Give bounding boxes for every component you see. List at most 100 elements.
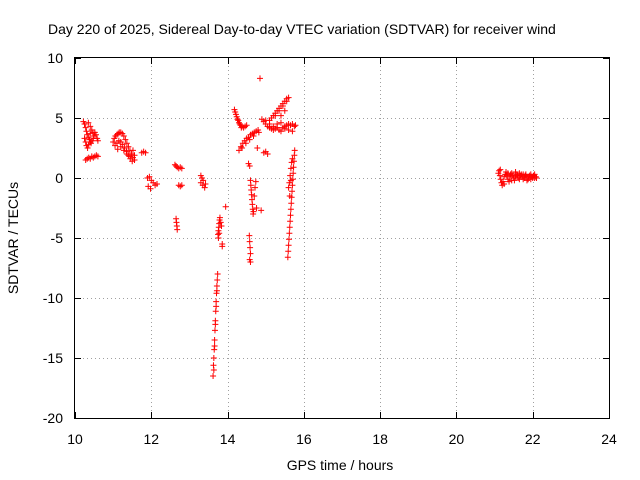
data-point xyxy=(258,207,265,214)
data-point xyxy=(114,146,121,153)
data-point xyxy=(87,123,94,130)
data-point xyxy=(222,203,229,210)
data-point xyxy=(288,159,295,166)
data-point xyxy=(283,98,290,105)
data-point xyxy=(250,208,257,215)
data-point xyxy=(147,185,154,192)
data-point xyxy=(292,122,299,129)
data-point xyxy=(246,136,253,143)
data-point xyxy=(129,158,136,165)
data-point xyxy=(251,193,258,199)
data-point xyxy=(254,145,261,151)
data-point xyxy=(214,271,221,277)
data-point xyxy=(83,128,90,135)
data-point xyxy=(94,137,101,144)
data-point xyxy=(508,177,515,184)
data-point xyxy=(146,173,153,180)
y-tick-label: 0 xyxy=(55,170,63,186)
data-point xyxy=(246,238,253,245)
data-point xyxy=(279,103,286,109)
data-point xyxy=(286,230,293,237)
data-point xyxy=(252,178,259,185)
data-point xyxy=(497,166,504,173)
data-point xyxy=(246,256,253,263)
data-point xyxy=(285,184,292,191)
data-point xyxy=(516,170,523,177)
data-point xyxy=(247,250,254,257)
x-tick-label: 18 xyxy=(372,431,388,447)
data-point xyxy=(255,129,262,136)
data-point xyxy=(82,124,89,131)
data-point xyxy=(287,218,294,225)
data-point xyxy=(154,181,161,187)
data-point xyxy=(277,119,284,126)
data-point xyxy=(213,287,220,294)
data-point xyxy=(284,254,291,261)
data-point xyxy=(237,143,244,150)
x-tick-label: 20 xyxy=(449,431,465,447)
data-point xyxy=(238,124,245,131)
data-point xyxy=(253,205,260,211)
data-point xyxy=(277,112,284,119)
data-point xyxy=(289,155,296,162)
data-point xyxy=(218,223,225,229)
data-point xyxy=(92,131,99,138)
data-point xyxy=(286,193,293,199)
data-point xyxy=(211,343,218,349)
data-point xyxy=(178,182,185,189)
data-point xyxy=(210,367,217,373)
data-point xyxy=(178,165,185,172)
data-point xyxy=(287,212,294,219)
data-point xyxy=(512,169,519,175)
x-tick-label: 24 xyxy=(601,431,617,447)
data-point xyxy=(504,170,511,177)
data-point xyxy=(285,94,292,101)
data-point xyxy=(81,135,88,142)
x-tick-label: 12 xyxy=(143,431,159,447)
data-point xyxy=(287,177,294,184)
data-point xyxy=(123,140,130,147)
data-point xyxy=(252,184,259,191)
data-point xyxy=(506,178,513,185)
data-point xyxy=(285,236,292,243)
y-axis-label: SDTVAR / TECUs xyxy=(5,182,21,294)
data-point xyxy=(126,153,133,160)
data-point xyxy=(117,143,124,150)
data-point xyxy=(211,337,218,343)
data-point xyxy=(125,143,132,150)
data-point xyxy=(85,141,92,148)
data-point xyxy=(523,177,530,184)
data-point xyxy=(246,163,253,169)
axis-ticks xyxy=(75,58,610,419)
data-point xyxy=(289,128,296,135)
data-point xyxy=(142,149,149,156)
data-point xyxy=(201,184,208,191)
data-point xyxy=(247,244,254,251)
data-point xyxy=(110,139,117,145)
data-point xyxy=(239,145,246,151)
data-point xyxy=(89,129,96,136)
y-tick-label: -5 xyxy=(51,230,64,246)
data-point xyxy=(214,277,221,283)
data-point xyxy=(281,107,288,114)
data-point xyxy=(256,75,263,82)
grid-lines xyxy=(75,58,609,418)
data-point xyxy=(236,121,243,127)
data-point xyxy=(277,128,284,135)
y-tick-label: -20 xyxy=(43,410,63,426)
x-tick-labels: 10 12 14 16 18 20 22 24 xyxy=(67,431,617,447)
data-point xyxy=(285,127,292,133)
data-point xyxy=(216,214,223,221)
x-axis-label: GPS time / hours xyxy=(287,457,394,473)
data-point xyxy=(250,133,257,139)
data-point xyxy=(242,123,249,130)
y-tick-label: -10 xyxy=(43,290,63,306)
data-point xyxy=(281,125,288,132)
data-point xyxy=(527,176,534,183)
data-point xyxy=(120,133,127,139)
data-point xyxy=(274,121,281,127)
x-tick-label: 10 xyxy=(67,431,83,447)
data-point xyxy=(219,243,226,250)
plot-frame xyxy=(74,57,610,419)
y-tick-label: -15 xyxy=(43,350,63,366)
